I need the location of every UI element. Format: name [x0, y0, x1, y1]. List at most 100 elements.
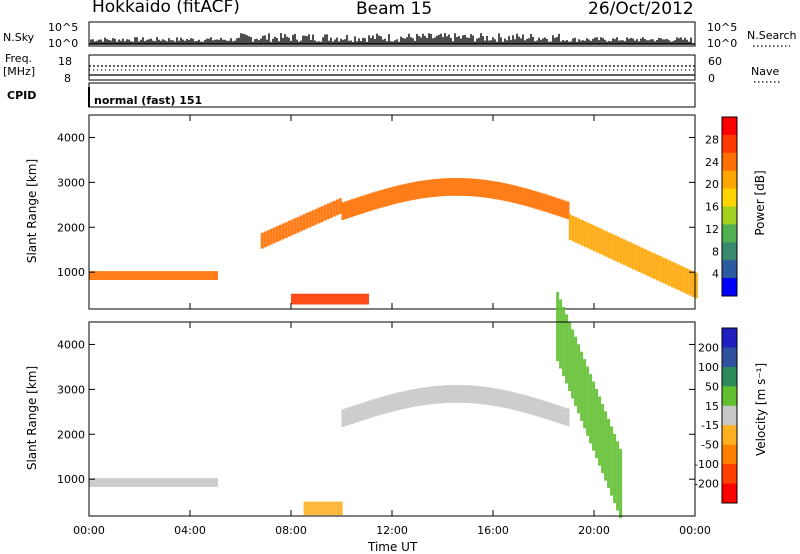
power-arc-cell	[395, 185, 399, 204]
power-rise-cell	[323, 204, 327, 221]
velocity-band-cell	[179, 478, 182, 487]
power-arc-cell	[428, 179, 432, 198]
velocity-descent-cell	[565, 314, 569, 384]
power-arc-cell	[557, 198, 561, 217]
nsky-trace	[90, 33, 692, 44]
power-descent-cell	[598, 228, 602, 254]
power-descent-cell	[688, 269, 692, 296]
power-arc-cell	[488, 180, 492, 199]
power-arc-cell	[530, 190, 534, 208]
velocity-arc-cell	[383, 395, 387, 414]
power-arc-cell	[410, 182, 414, 201]
power-band-cell	[122, 271, 125, 280]
power-near-range-cell	[366, 293, 369, 305]
velocity-colorbar-segment	[722, 347, 737, 368]
power-arc-cell	[533, 190, 537, 209]
power-arc-cell	[359, 196, 363, 214]
velocity-arc-cell	[470, 385, 474, 404]
power-descent-cell	[577, 218, 581, 245]
power-rise-cell	[326, 203, 330, 220]
power-arc-cell	[416, 181, 420, 200]
velocity-arc-cell	[425, 387, 429, 405]
power-descent-cell	[664, 258, 668, 285]
velocity-arc-cell	[440, 385, 444, 404]
velocity-band-cell	[194, 478, 197, 487]
velocity-descent-cell	[559, 299, 563, 369]
power-ytick-label: 4000	[57, 131, 85, 144]
power-band-cell	[101, 271, 104, 280]
power-rise-cell	[266, 230, 270, 246]
power-descent-cell	[646, 250, 650, 277]
velocity-descent-cell	[568, 321, 572, 391]
nsearch-tick-top: 10^5	[707, 21, 738, 34]
velocity-descent-cell	[562, 306, 566, 377]
power-descent-cell	[649, 251, 653, 278]
power-rise-cell	[284, 222, 288, 238]
power-descent-cell	[610, 233, 614, 260]
velocity-arc-cell	[389, 394, 393, 413]
velocity-near-range-cell	[303, 501, 307, 516]
power-ytick-label: 1000	[57, 266, 85, 279]
x-tick-label: 20:00	[578, 524, 610, 537]
power-descent-cell	[685, 268, 689, 295]
power-colorbar-frame	[721, 116, 738, 297]
velocity-band-cell	[146, 478, 149, 487]
velocity-band-cell	[143, 478, 146, 487]
power-descent-cell	[655, 254, 659, 281]
cpid-value: normal (fast) 151	[94, 94, 203, 107]
velocity-band-cell	[128, 478, 131, 487]
power-colorbar-tick: 20	[705, 178, 719, 191]
power-descent-cell	[568, 214, 572, 241]
power-arc-cell	[464, 178, 468, 196]
power-band-cell	[206, 271, 209, 280]
power-arc-cell	[518, 186, 522, 205]
power-near-range-cell	[345, 293, 348, 305]
velocity-arc-cell	[473, 385, 477, 404]
power-band-cell	[149, 271, 152, 280]
power-ytick-label: 2000	[57, 221, 85, 234]
power-arc-cell	[521, 187, 525, 206]
power-descent-cell	[589, 224, 593, 250]
power-band-cell	[104, 271, 107, 280]
velocity-near-range-cell	[327, 501, 331, 516]
power-arc-cell	[383, 188, 387, 207]
velocity-arc-cell	[374, 398, 378, 417]
power-band-cell	[170, 271, 173, 280]
power-arc-cell	[344, 201, 348, 219]
velocity-arc-cell	[410, 389, 414, 408]
power-band-cell	[164, 271, 167, 280]
power-descent-cell	[670, 261, 674, 288]
velocity-arc-cell	[488, 387, 492, 406]
power-rise-cell	[272, 227, 276, 244]
velocity-arc-cell	[401, 391, 405, 410]
power-band-cell	[140, 271, 143, 280]
velocity-arc-cell	[437, 385, 441, 404]
power-colorbar-segment	[722, 278, 737, 297]
power-descent-cell	[592, 225, 596, 252]
velocity-colorbar-tick: -200	[694, 478, 719, 491]
velocity-band-cell	[203, 478, 206, 487]
power-rise-cell	[260, 232, 264, 249]
power-band-cell	[167, 271, 170, 280]
power-arc-cell	[353, 198, 357, 216]
nsky-label: N.Sky	[3, 31, 35, 44]
power-descent-cell	[625, 240, 629, 267]
velocity-colorbar-tick: 50	[705, 380, 719, 393]
power-near-range-cell	[342, 293, 345, 305]
velocity-descent-cell	[595, 389, 599, 459]
velocity-near-range-cell	[339, 501, 343, 516]
velocity-band-cell	[161, 478, 164, 487]
power-band-cell	[194, 271, 197, 280]
velocity-arc-cell	[518, 393, 522, 412]
velocity-arc-cell	[476, 386, 480, 404]
power-descent-cell	[616, 236, 620, 263]
velocity-band-cell	[170, 478, 173, 487]
velocity-colorbar-segment	[722, 464, 737, 484]
velocity-arc-cell	[449, 385, 453, 403]
velocity-arc-cell	[479, 386, 483, 405]
power-arc-cell	[413, 181, 417, 200]
x-tick-label: 00:00	[679, 524, 711, 537]
power-rise-cell	[296, 216, 300, 233]
velocity-descent-cell	[604, 411, 608, 481]
power-rise-cell	[287, 220, 291, 237]
